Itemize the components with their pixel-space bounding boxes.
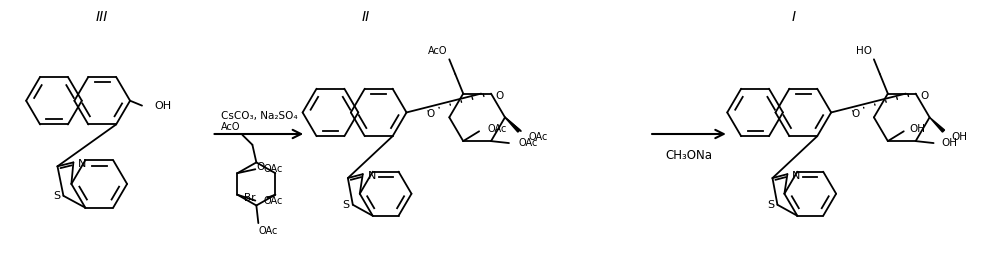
Text: S: S: [53, 191, 60, 201]
Text: III: III: [96, 10, 108, 24]
Text: OAc: OAc: [487, 124, 506, 134]
Text: II: II: [362, 10, 370, 24]
Text: Br: Br: [244, 193, 255, 203]
Text: CsCO₃, Na₂SO₄: CsCO₃, Na₂SO₄: [221, 111, 297, 121]
Text: OH: OH: [951, 132, 967, 142]
Text: AcO: AcO: [221, 122, 240, 132]
Text: O: O: [426, 109, 435, 120]
Text: O: O: [851, 109, 859, 120]
Text: S: S: [342, 200, 349, 210]
Text: O: O: [496, 91, 504, 101]
Polygon shape: [505, 117, 520, 132]
Text: N: N: [792, 171, 801, 181]
Text: OAc: OAc: [263, 196, 283, 206]
Text: AcO: AcO: [428, 46, 447, 57]
Text: N: N: [368, 171, 376, 181]
Text: S: S: [767, 200, 774, 210]
Text: I: I: [791, 10, 795, 24]
Text: OAc: OAc: [529, 132, 548, 142]
Text: O: O: [921, 91, 929, 101]
Text: OAc: OAc: [263, 164, 283, 174]
Text: OH: OH: [910, 124, 926, 134]
Text: CH₃ONa: CH₃ONa: [665, 149, 712, 162]
Text: N: N: [78, 159, 87, 169]
Polygon shape: [930, 117, 945, 132]
Text: HO: HO: [856, 46, 872, 57]
Text: OH: OH: [154, 100, 171, 111]
Text: OH: OH: [942, 138, 958, 148]
Text: OAc: OAc: [258, 226, 278, 236]
Text: OAc: OAc: [519, 138, 538, 148]
Text: O: O: [257, 162, 265, 172]
